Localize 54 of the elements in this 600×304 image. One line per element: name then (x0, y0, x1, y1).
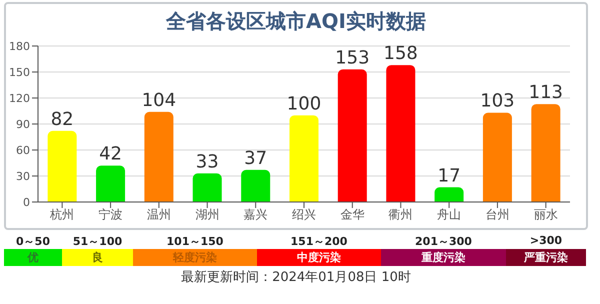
bar (434, 187, 464, 202)
text: 良 (62, 249, 133, 266)
bar (482, 112, 512, 202)
text: 严重污染 (506, 249, 586, 266)
x-tick-label: 杭州 (49, 208, 74, 222)
text: 优 (4, 249, 62, 266)
y-tick-label: 0 (23, 196, 30, 209)
y-tick-label: 30 (16, 170, 30, 183)
data-label: 42 (99, 144, 122, 165)
data-label: 153 (335, 47, 370, 68)
chart-title: 全省各设区城市AQI实时数据 (164, 8, 427, 35)
bar (192, 173, 222, 202)
x-tick-label: 绍兴 (292, 208, 316, 222)
data-label: 17 (438, 165, 461, 186)
y-tick-label: 60 (16, 144, 30, 157)
bar (289, 115, 318, 202)
text: 201～300 (414, 234, 473, 249)
text: 重度污染 (381, 249, 506, 266)
bar (338, 69, 367, 202)
y-tick-label: 120 (9, 92, 30, 105)
data-label: 33 (196, 151, 219, 172)
y-tick-label: 180 (9, 40, 30, 53)
x-tick-label: 温州 (146, 208, 171, 222)
bar (241, 170, 270, 202)
text: 最新更新时间：2024年01月08日 10时 (180, 269, 412, 286)
x-tick-label: 台州 (485, 208, 510, 222)
data-label: 104 (142, 90, 176, 111)
bar (144, 112, 174, 202)
x-tick-label: 宁波 (98, 208, 123, 222)
x-tick-label: 舟山 (437, 208, 462, 222)
text: 151～200 (290, 234, 348, 249)
bar (386, 65, 416, 202)
x-tick-label: 湖州 (195, 208, 220, 222)
data-label: 82 (50, 108, 74, 130)
text: 0～50 (15, 234, 51, 249)
y-tick-label: 90 (16, 118, 30, 131)
x-tick-label: 金华 (340, 208, 364, 222)
x-tick-label: 嘉兴 (244, 208, 268, 222)
text: 中度污染 (257, 249, 381, 266)
bar (48, 130, 77, 202)
bar (96, 166, 126, 202)
text: 101～150 (166, 234, 224, 249)
data-label: 100 (286, 93, 322, 114)
data-label: 158 (384, 43, 418, 64)
x-tick-label: 丽水 (534, 208, 558, 222)
bar (531, 104, 560, 202)
text: >300 (528, 234, 564, 249)
x-tick-label: 衢州 (388, 208, 413, 222)
text: 51～100 (72, 234, 124, 249)
data-label: 113 (528, 82, 563, 104)
data-label: 103 (480, 90, 515, 112)
y-tick-label: 150 (9, 66, 30, 79)
text: 轻度污染 (133, 249, 257, 266)
data-label: 37 (244, 148, 268, 169)
